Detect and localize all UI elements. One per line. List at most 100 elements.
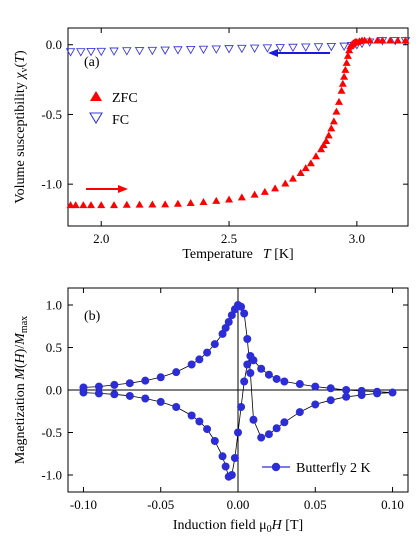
zfc-point (250, 190, 259, 198)
panel-b-y-tick-label: 0.5 (46, 340, 62, 355)
fc-point (288, 43, 298, 53)
panel-b-x-axis-title: Induction field μ0H [T] (173, 518, 303, 535)
butterfly-point (311, 400, 320, 409)
butterfly-point (243, 360, 252, 369)
butterfly-point (156, 397, 165, 406)
butterfly-point (295, 408, 304, 417)
fc-point (65, 48, 76, 57)
fc-point (211, 45, 222, 54)
zfc-point (271, 184, 280, 192)
butterfly-point (203, 348, 212, 357)
panel-b-y-tick-label: -1.0 (41, 468, 62, 483)
butterfly-point (227, 311, 236, 320)
panel-a-arrows (86, 49, 330, 193)
butterfly-point (156, 373, 165, 382)
butterfly-point (264, 430, 273, 439)
zfc-point (393, 36, 402, 44)
panel-a-y-tick-label: 0.0 (46, 37, 62, 52)
zfc-point (66, 201, 75, 209)
zfc-point (110, 201, 119, 209)
butterfly-point (249, 415, 258, 424)
panel-b-y-tick-label: -0.5 (41, 425, 62, 440)
panel-a-x-tick-label: 2.0 (93, 231, 109, 246)
panel-a-x-tick-label: 3.0 (349, 231, 365, 246)
fc-point (173, 46, 183, 55)
zfc-point (386, 36, 395, 44)
panel-b-chart: -0.10 -0.05 0.00 0.05 0.101.00.50.0-0.5-1.0 … (13, 287, 409, 535)
fc-point (339, 42, 349, 52)
butterfly-point (210, 340, 219, 349)
butterfly-point (141, 376, 150, 385)
zfc-point (329, 117, 338, 125)
zfc-point (148, 200, 157, 208)
zfc-point (322, 136, 331, 144)
butterfly-point (240, 309, 249, 318)
zfc-point (319, 141, 328, 149)
fc-point (275, 44, 285, 53)
butterfly-point (94, 382, 103, 391)
panel-b-data-layer (68, 288, 408, 492)
butterfly-point (141, 394, 150, 403)
panel-b-x-tick-label: 0.05 (304, 497, 327, 512)
zfc-point (360, 36, 369, 44)
zfc-point (212, 196, 221, 204)
butterfly-point (388, 388, 397, 397)
panel-a-x-tick-label: 2.5 (221, 231, 237, 246)
zfc-point (365, 36, 374, 44)
butterfly-point (218, 452, 227, 461)
zfc-point (122, 200, 131, 208)
butterfly-point (373, 387, 382, 396)
panel-a-y-tick-label: -0.5 (41, 107, 62, 122)
butterfly-point (257, 364, 266, 373)
panel-a-label: (a) (84, 55, 100, 70)
zfc-point (173, 199, 182, 207)
butterfly-point (326, 396, 335, 405)
zfc-point (237, 193, 246, 201)
fc-point (326, 42, 337, 52)
zfc-point (135, 200, 144, 208)
butterfly-point (218, 329, 227, 338)
panel-a-x-axis-title: Temperature T [K] (182, 247, 293, 262)
fc-point (224, 45, 234, 54)
butterfly-point (342, 386, 351, 394)
fc-point (185, 46, 196, 55)
zfc-point (311, 152, 320, 160)
fc-point (134, 46, 145, 56)
butterfly-point (79, 388, 88, 397)
fc-point (160, 46, 170, 55)
panel-b-label: (b) (84, 309, 101, 324)
butterfly-point (224, 472, 233, 481)
butterfly-point (210, 437, 219, 445)
legend-fc-marker (89, 112, 103, 125)
panel-a-chart: 2.0 2.5 3.0 0.0 -0.5 -1.0 (a) ZFC FC Temperat… (13, 27, 411, 262)
butterfly-point (234, 428, 242, 437)
butterfly-point (221, 462, 230, 471)
butterfly-point (342, 392, 351, 401)
panel-a-y-tick-label: -1.0 (41, 177, 62, 192)
zfc-point (334, 97, 343, 105)
butterfly-point (230, 454, 239, 462)
butterfly-point (237, 403, 246, 411)
zfc-point (186, 198, 195, 206)
butterfly-point (280, 377, 289, 386)
panel-b-x-tick-label: -0.05 (147, 497, 174, 512)
butterfly-point (295, 380, 304, 389)
zfc-point (161, 200, 170, 208)
legend-zfc-label: ZFC (112, 91, 138, 106)
zfc-point (337, 86, 346, 94)
zfc-point (288, 174, 297, 182)
butterfly-point (243, 335, 252, 343)
butterfly-point (172, 403, 181, 411)
zfc-point (306, 159, 315, 167)
butterfly-point (172, 368, 181, 377)
butterfly-point (246, 369, 255, 377)
butterfly-point (311, 382, 320, 391)
butterfly-point (272, 424, 281, 433)
legend-butterfly-marker (271, 462, 281, 472)
legend-zfc-marker (90, 91, 102, 101)
legend-butterfly-label: Butterfly 2 K (296, 461, 371, 476)
butterfly-point (357, 386, 366, 395)
zfc-point (225, 195, 234, 203)
zfc-point (87, 201, 96, 209)
